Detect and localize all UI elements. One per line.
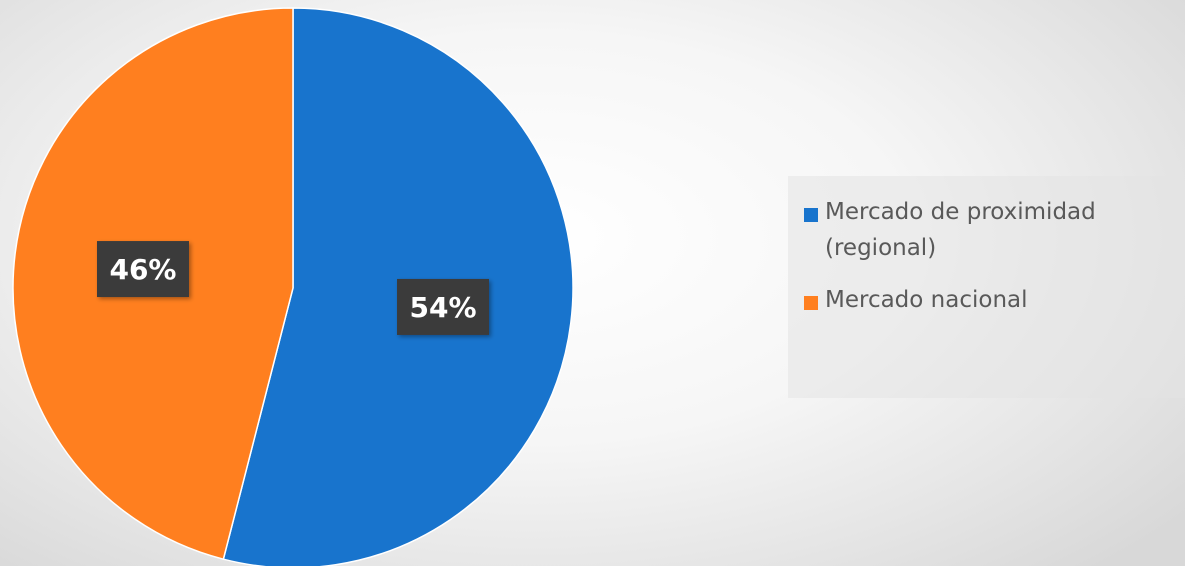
legend-label: Mercado nacional	[825, 282, 1028, 318]
data-label-mercado-nacional: 46%	[97, 241, 189, 297]
legend-label: Mercado de proximidad (regional)	[825, 194, 1096, 266]
data-label-mercado-de-proximidad: 54%	[397, 279, 489, 335]
legend-swatch	[804, 208, 818, 222]
legend-item-mercado-de-proximidad: Mercado de proximidad (regional)	[804, 194, 1185, 266]
data-label-text: 46%	[109, 253, 176, 286]
legend: Mercado de proximidad (regional) Mercado …	[788, 176, 1185, 398]
legend-swatch	[804, 296, 818, 310]
legend-item-mercado-nacional: Mercado nacional	[804, 282, 1185, 318]
data-label-text: 54%	[409, 291, 476, 324]
